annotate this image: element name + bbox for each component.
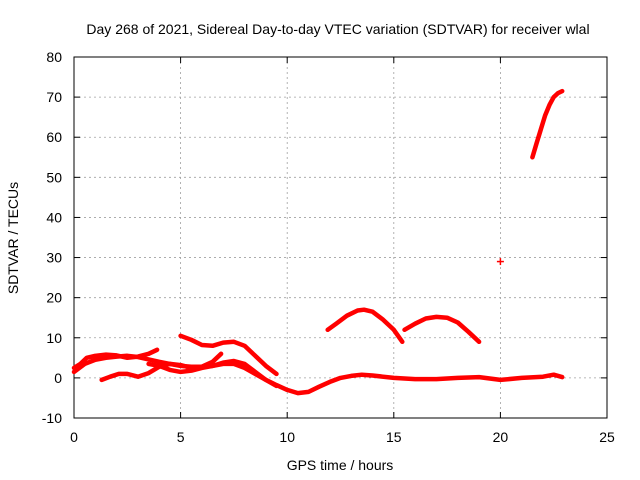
plot-frame: [73, 56, 608, 419]
series-arc-e: [178, 333, 279, 377]
y-tick-label: 70: [46, 89, 62, 105]
axis-ticks: [73, 56, 608, 419]
x-tick-label: 0: [70, 429, 78, 445]
y-tick-label: 40: [46, 209, 62, 225]
y-tick-label: 0: [54, 370, 62, 386]
x-tick-label: 5: [177, 429, 185, 445]
x-tick-label: 15: [386, 429, 402, 445]
data-series: [71, 88, 565, 396]
y-tick-label: 30: [46, 250, 62, 266]
series-arc-f: [325, 307, 405, 345]
y-tick-label: -10: [42, 410, 62, 426]
x-tick-label: 20: [493, 429, 509, 445]
y-tick-label: 50: [46, 169, 62, 185]
y-axis-label: SDTVAR / TECUs: [5, 182, 21, 294]
chart-title: Day 268 of 2021, Sidereal Day-to-day VTE…: [86, 21, 589, 37]
y-tick-label: 10: [46, 330, 62, 346]
series-arc-i: [530, 88, 565, 160]
y-tick-label: 20: [46, 290, 62, 306]
x-tick-labels: 0 5 10 15 20 25: [70, 429, 615, 445]
y-tick-labels: -10 0 10 20 30 40 50 60 70 80: [42, 49, 62, 426]
y-tick-label: 80: [46, 49, 62, 65]
x-tick-label: 25: [599, 429, 615, 445]
series-arc-d: [146, 358, 279, 389]
x-axis-label: GPS time / hours: [287, 457, 394, 473]
series-arc-g: [402, 314, 482, 345]
x-tick-label: 10: [279, 429, 295, 445]
y-tick-label: 60: [46, 129, 62, 145]
data-point-arc-h: [496, 258, 504, 266]
